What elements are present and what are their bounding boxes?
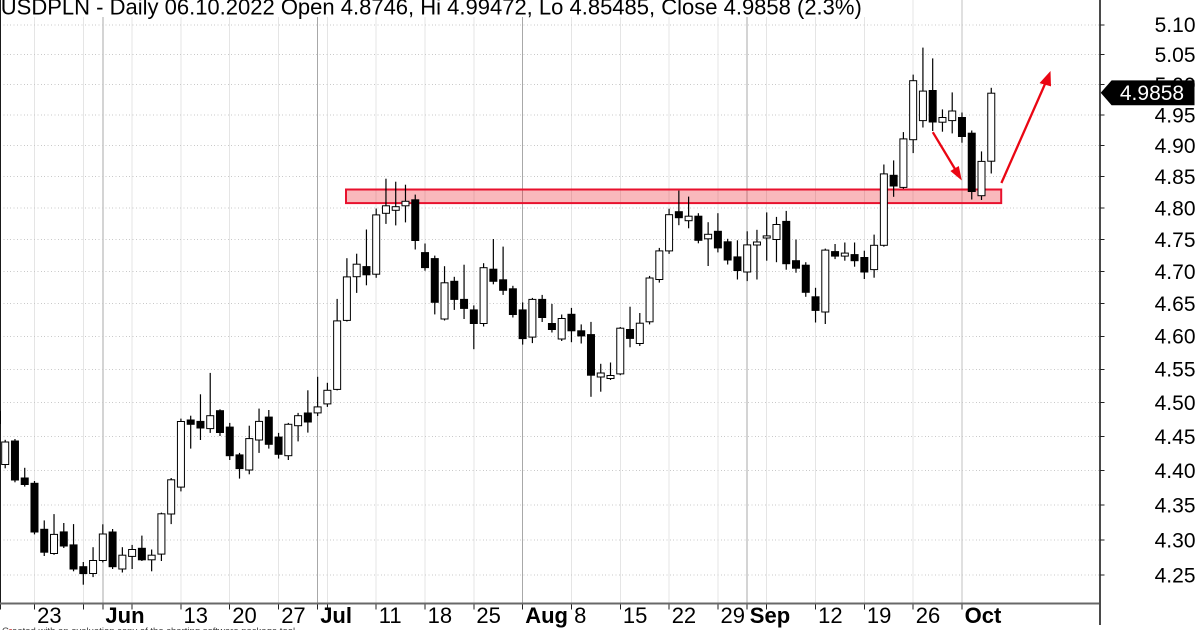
svg-text:4.9858: 4.9858 [1120,82,1184,105]
svg-text:5.10: 5.10 [1155,14,1196,37]
svg-text:11: 11 [379,603,402,628]
svg-text:Jun: Jun [105,603,144,628]
svg-text:4.45: 4.45 [1155,426,1196,449]
svg-text:13: 13 [184,603,208,628]
svg-text:23: 23 [37,603,61,628]
svg-text:15: 15 [623,603,647,628]
svg-text:27: 27 [281,603,305,628]
svg-text:4.90: 4.90 [1155,135,1196,158]
svg-text:4.95: 4.95 [1155,104,1196,127]
svg-text:Sep: Sep [750,603,790,628]
svg-text:5.05: 5.05 [1155,44,1196,67]
svg-text:4.70: 4.70 [1155,261,1196,284]
svg-text:4.60: 4.60 [1155,326,1196,349]
svg-text:22: 22 [672,603,696,628]
svg-text:4.35: 4.35 [1155,494,1196,517]
svg-text:20: 20 [232,603,256,628]
svg-text:4.25: 4.25 [1155,565,1196,588]
svg-text:26: 26 [916,603,940,628]
svg-text:USDPLN - Daily 06.10.2022 Open: USDPLN - Daily 06.10.2022 Open 4.8746, H… [1,0,862,20]
svg-text:4.55: 4.55 [1155,359,1196,382]
svg-text:Created with an evaluation cop: Created with an evaluation copy of the c… [2,626,295,630]
svg-text:4.80: 4.80 [1155,197,1196,220]
svg-text:4.65: 4.65 [1155,293,1196,316]
svg-text:Oct: Oct [965,603,1002,628]
svg-text:8: 8 [574,603,586,628]
svg-text:19: 19 [867,603,891,628]
svg-text:4.40: 4.40 [1155,460,1196,483]
svg-text:4.75: 4.75 [1155,229,1196,252]
svg-text:Jul: Jul [320,603,352,628]
svg-text:29: 29 [721,603,745,628]
svg-text:4.85: 4.85 [1155,166,1196,189]
svg-text:12: 12 [818,603,842,628]
svg-text:4.30: 4.30 [1155,529,1196,552]
svg-text:Aug: Aug [525,603,568,628]
svg-text:18: 18 [428,603,452,628]
svg-text:25: 25 [476,603,500,628]
svg-text:4.50: 4.50 [1155,392,1196,415]
